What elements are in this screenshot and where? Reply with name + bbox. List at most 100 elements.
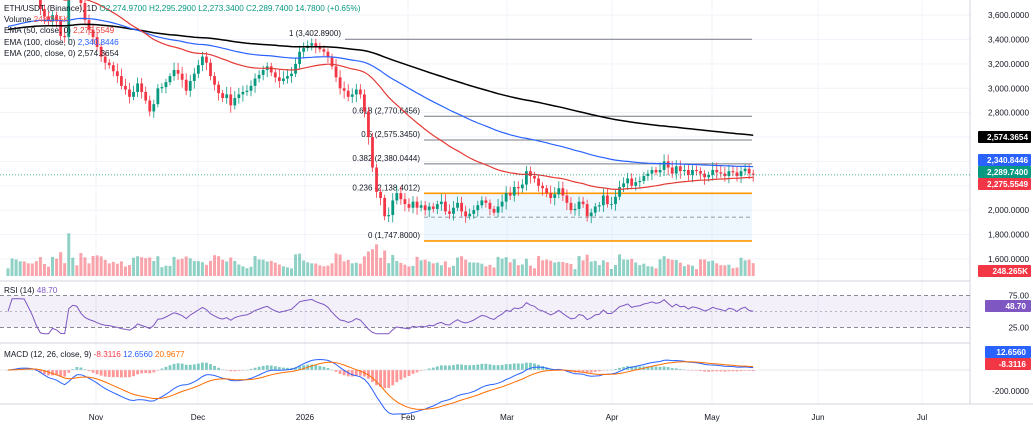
macd-hist-bar [735,370,739,372]
volume-bar [496,256,500,276]
volume-bar [281,266,285,276]
candle-body [55,15,58,21]
candle-body [120,76,123,86]
rsi-pane[interactable] [0,295,970,335]
fib-level-label: 1 (3,402.8900) [289,29,341,38]
candle-body [326,51,330,57]
volume-bar [516,265,520,276]
symbol-title[interactable]: ETH/USDT (Binance), 1D [4,4,98,13]
macd-hist-bar [144,370,148,374]
candle-body [176,70,180,74]
volume-bars [6,233,755,276]
legend-ema100[interactable]: EMA (100, close, 0) 2,340.8446 [4,37,119,47]
candle-body [152,104,156,112]
volume-bar [699,259,703,276]
macd-hist-bar [731,370,735,372]
volume-bar [634,262,638,276]
macd-hist-bar [496,365,500,370]
volume-bar [176,259,180,276]
y-tick-label: 3,400.0000 [988,36,1029,45]
volume-bar [411,265,415,276]
volume-bar [30,263,34,276]
volume-bar [87,263,91,276]
rsi-legend[interactable]: RSI (14) 48.70 [4,286,57,295]
macd-legend[interactable]: MACD (12, 26, close, 9) -8.3116 12.6560 … [4,350,185,359]
candle-body [533,176,536,179]
candle-body [557,188,561,195]
macd-hist-bar [132,370,135,377]
macd-hist-bar [265,365,269,370]
candle-body [484,200,488,203]
volume-bar [221,259,225,276]
volume-bar [488,264,492,276]
legend-ema200[interactable]: EMA (200, close, 0) 2,574.3654 [4,48,119,58]
legend-ema50[interactable]: EMA (50, close, 0) 2,275.5549 [4,26,115,36]
macd-hist-bar [638,366,642,370]
fibonacci-retracement[interactable]: 1 (3,402.8900) 0.618 (2,770.6456) 0.5 (2,5… [289,29,752,242]
volume-bar [589,261,593,276]
macd-hist-bar [593,370,597,372]
macd-signal-line [7,361,754,410]
volume-bar [682,266,686,276]
candle-body [423,205,427,211]
candle-body [678,166,682,172]
candle-body [545,188,549,194]
macd-hist-bar [476,364,480,370]
volume-bar [642,263,646,276]
price-tag-label: 248.265K [992,267,1028,276]
candle-body [606,195,609,205]
macd-hist-bar [577,370,581,373]
candle-body [529,171,532,177]
candle-body [261,70,265,75]
macd-hist-bar [192,364,196,370]
macd-hist-bar [739,370,743,372]
candle-body [51,15,54,22]
macd-pane[interactable] [0,358,970,415]
candle-body [39,0,42,10]
macd-hist-bar [63,370,67,377]
volume-bar [294,254,298,276]
macd-hist-bar [541,365,544,370]
candle-body [156,88,160,105]
volume-bar [723,265,727,276]
candle-body [593,206,597,213]
candle-body [294,63,297,74]
volume-bar [302,260,306,276]
macd-hist-bar [371,370,374,382]
macd-hist-bar [67,370,71,373]
candle-body [670,167,674,174]
volume-bar [751,263,755,276]
volume-bar [55,258,59,276]
macd-hist-bar [39,370,42,373]
candle-body [460,202,463,212]
candle-body [553,194,557,198]
legend-volume[interactable]: Volume 248.265K [4,15,69,25]
volume-bar [379,257,383,276]
volume-bar [119,261,123,276]
candle-body [63,35,67,38]
volume-bar [431,263,435,276]
candle-body [431,206,435,209]
candle-body [419,205,423,208]
price-tag-label: 2,275.5549 [987,180,1028,189]
macd-hist-bar [674,368,678,370]
volume-bar [638,265,642,276]
macd-hist-bar [115,370,119,378]
volume-bar [91,256,95,276]
volume-bar [601,260,605,276]
candle-body [286,76,289,79]
candle-body [439,201,443,205]
candlesticks[interactable] [7,0,755,224]
macd-hist-bar [152,370,156,373]
candle-body [342,88,346,91]
volume-bar [731,268,735,276]
macd-hist-bar [172,363,176,370]
macd-hist-bar [650,366,654,370]
volume-bar [285,267,289,276]
macd-hist-bar [253,367,257,370]
volume-bar [492,267,496,276]
macd-hist-bar [87,370,91,372]
volume-bar [290,268,293,276]
volume-bar [597,265,601,276]
